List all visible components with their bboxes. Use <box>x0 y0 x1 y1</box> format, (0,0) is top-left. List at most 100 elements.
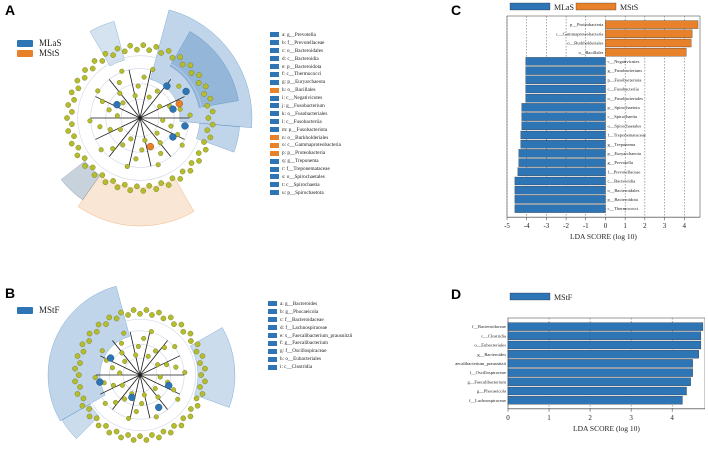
taxa-label: u: p__Spirochaetota <box>282 189 324 196</box>
clade-leaf-node <box>177 54 183 60</box>
clade-leaf-node <box>68 89 75 96</box>
bar <box>520 130 606 140</box>
clade-inner-node <box>155 362 161 368</box>
clade-leaf-node <box>204 102 211 109</box>
clade-highlight-sector <box>169 31 239 108</box>
clade-leaf-node <box>134 46 140 53</box>
clade-leaf-node <box>76 372 82 378</box>
clade-leaf-node <box>74 353 81 359</box>
taxa-label: e: p__Bacteroidota <box>282 63 322 70</box>
clade-leaf-node <box>158 180 164 186</box>
x-tick-label: 1 <box>623 222 627 230</box>
clade-inner-node <box>179 142 185 148</box>
clade-enriched-node <box>106 354 115 362</box>
clade-branch <box>139 331 151 376</box>
clade-inner-node <box>153 414 159 420</box>
clade-leaf-node <box>149 312 155 318</box>
clade-ring <box>83 318 197 432</box>
bar-label: g__Prevotella <box>607 160 633 165</box>
bar <box>605 48 687 57</box>
clade-leaf-node <box>165 48 172 54</box>
clade-leaf-node <box>137 310 143 317</box>
bar-label: c__Fusobacteriia <box>607 87 638 92</box>
taxa-label: k: o__Fusobacteriales <box>282 110 328 117</box>
x-axis-title: LDA SCORE (log 10) <box>570 232 637 241</box>
taxa-label: p: p__Proteobacteria <box>282 150 326 157</box>
taxa-swatch <box>270 127 279 133</box>
clade-leaf-node <box>179 168 186 175</box>
panel-label-c: C <box>451 2 462 18</box>
bar-label: f__Oscillospiraceae <box>470 370 506 375</box>
taxa-item: u: p__Spirochaetota <box>270 189 341 197</box>
bar-label: o__Burkholderiales <box>567 41 603 46</box>
clade-leaf-node <box>72 365 78 372</box>
clade-leaf-node <box>86 338 92 344</box>
taxa-label: n: o__Burkholderiales <box>282 134 329 141</box>
bar <box>514 195 606 204</box>
clade-highlight-sector <box>77 174 195 227</box>
x-tick-label: 0 <box>506 414 510 422</box>
cladogram-a <box>60 9 253 227</box>
bar-label: s__Faecalibacterium_prausnitzii <box>455 361 507 366</box>
clade-leaf-node <box>188 338 194 344</box>
taxa-item: g: f__Oscillospiraceae <box>268 347 352 355</box>
clade-leaf-node <box>146 182 152 189</box>
clade-enriched-node <box>128 393 136 402</box>
clade-leaf-node <box>127 42 134 49</box>
bar-label: g__Fusobacterium <box>607 68 642 73</box>
taxa-item: j: g__Fusobacterium <box>270 102 341 110</box>
x-tick-label: -2 <box>563 222 569 230</box>
bar-label: c__Negativicutes <box>607 59 639 64</box>
clade-leaf-node <box>74 152 81 159</box>
clade-leaf-node <box>140 188 147 194</box>
clade-leaf-node <box>86 330 93 337</box>
x-tick-label: -5 <box>504 222 510 230</box>
bar <box>507 396 683 405</box>
bar-label: o__Spirochaetales <box>607 123 641 128</box>
taxa-label: j: g__Fusobacterium <box>282 102 325 109</box>
clade-inner-node <box>117 90 123 96</box>
clade-leaf-node <box>74 391 81 397</box>
clade-leaf-node <box>82 163 88 169</box>
clade-leaf-node <box>81 155 88 162</box>
taxa-label: f: c__Thermococci <box>282 71 322 78</box>
clade-inner-node <box>122 396 128 402</box>
clade-leaf-node <box>121 48 128 55</box>
bar <box>525 94 606 103</box>
bar-label: c__Gammaproteobacteria <box>556 31 603 36</box>
taxa-item: s: o__Spirochaetales <box>270 173 341 181</box>
bar <box>525 66 606 75</box>
clade-inner-node <box>102 400 108 406</box>
clade-leaf-node <box>81 74 88 81</box>
x-tick-label: -3 <box>543 222 549 230</box>
clade-inner-node <box>187 112 193 118</box>
clade-inner-node <box>120 142 126 148</box>
clade-enriched-node <box>155 403 163 412</box>
clade-enriched-node <box>169 133 177 141</box>
clade-inner-node <box>145 353 151 359</box>
clade-leaf-node <box>130 437 137 443</box>
bar-label: g__Phocaeicola <box>477 389 506 394</box>
taxa-label: c: o__Bacteroidales <box>282 47 324 54</box>
clade-leaf-node <box>80 348 87 355</box>
taxa-label: g: f__Oscillospiraceae <box>280 348 327 355</box>
clade-branch <box>139 117 172 157</box>
clade-inner-node <box>139 147 145 153</box>
clade-inner-node <box>135 83 141 89</box>
clade-leaf-node <box>187 167 194 174</box>
taxa-swatch <box>268 364 277 370</box>
bar <box>507 359 693 368</box>
clade-leaf-node <box>89 65 96 72</box>
clade-leaf-node <box>140 42 147 48</box>
taxa-swatch <box>270 32 279 38</box>
taxa-item: e: s__Faecalibacterium_prausnitzii <box>268 332 352 340</box>
taxa-swatch <box>268 340 277 346</box>
bar-label: g__Bacteroides <box>477 352 506 357</box>
clade-inner-node <box>141 335 147 341</box>
clade-leaf-node <box>103 321 109 327</box>
taxa-label: e: s__Faecalibacterium_prausnitzii <box>280 332 353 339</box>
legend-label: MStS <box>620 3 638 12</box>
clade-leaf-node <box>169 175 176 182</box>
clade-inner-node <box>154 88 160 94</box>
taxa-item: p: p__Proteobacteria <box>270 149 341 157</box>
